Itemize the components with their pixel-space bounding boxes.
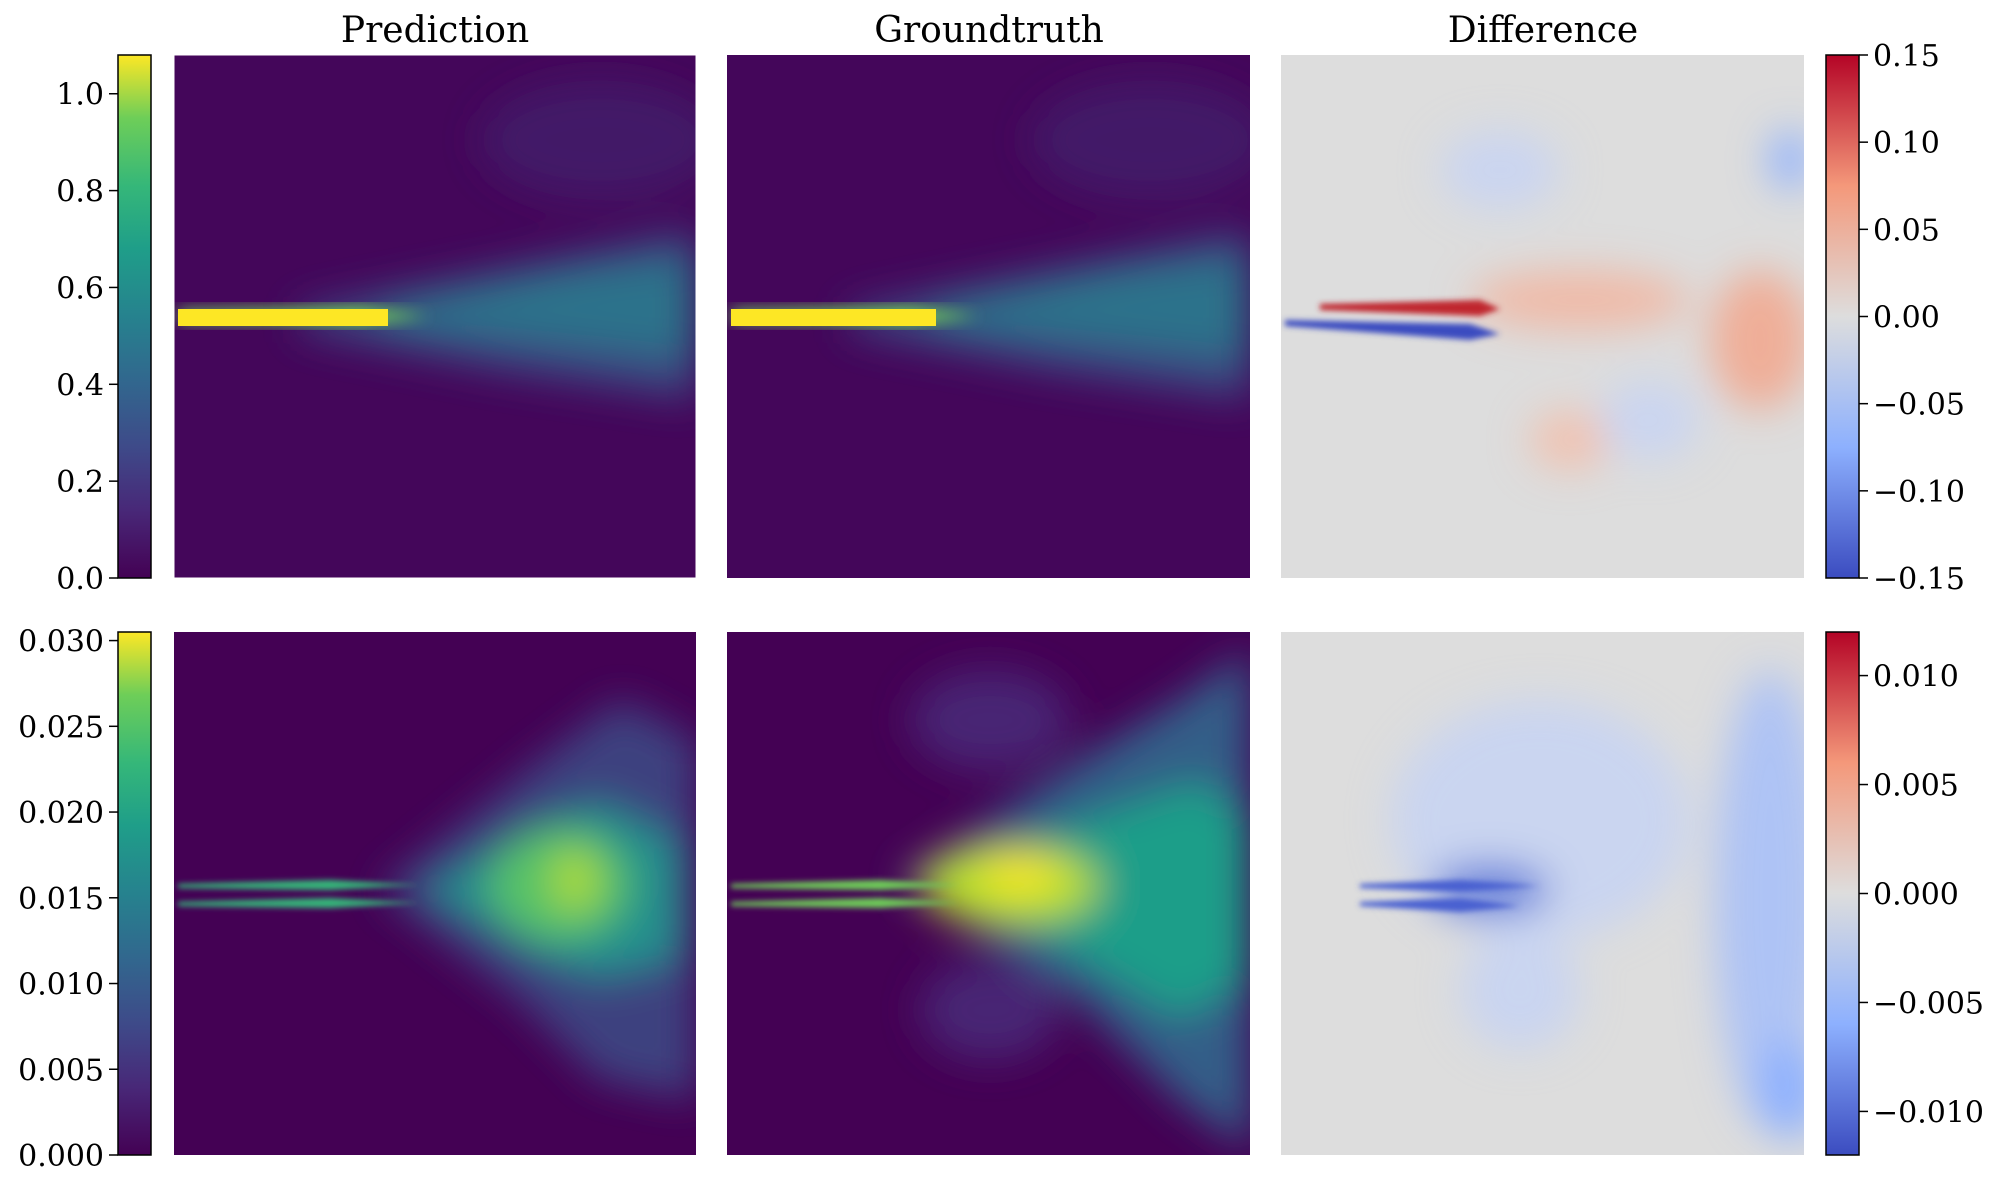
colorbar-row2-diff-tick-label: −0.005 (1873, 986, 1984, 1021)
colorbar-row1-field (117, 54, 152, 579)
heatmap-row1-groundtruth (727, 55, 1250, 578)
colorbar-row1-field-tick-label: 0.0 (56, 562, 104, 597)
colorbar-row2-field (117, 631, 152, 1156)
colorbar-row2-field-tick-label: 0.010 (18, 968, 104, 1003)
colorbar-row1-field-tick-label: 1.0 (56, 78, 104, 113)
colorbar-row1-diff-tick-label: −0.15 (1873, 562, 1965, 597)
colorbar-row2-field-tick-label: 0.005 (18, 1053, 104, 1088)
heatmap-row1-prediction (174, 55, 696, 578)
colorbar-row2-diff-tick-label: 0.010 (1873, 660, 1959, 695)
colorbar-row2-field-tick-label: 0.030 (18, 625, 104, 660)
colorbar-row2-field-tick-label: 0.000 (18, 1139, 104, 1174)
colorbar-row2-field-tick-label: 0.015 (18, 882, 104, 917)
colorbar-row1-diff-tick-label: 0.05 (1873, 213, 1940, 248)
colorbar-row1-diff-tick-label: 0.00 (1873, 301, 1940, 336)
colorbar-row2-diff (1825, 631, 1860, 1156)
heatmap-row2-difference (1281, 632, 1804, 1155)
colorbar-row1-diff-tick-label: −0.05 (1873, 388, 1965, 423)
colorbar-row1-diff-tick-label: −0.10 (1873, 475, 1965, 510)
title-difference: Difference (1448, 10, 1638, 51)
colorbar-row2-field-tick-label: 0.025 (18, 710, 104, 745)
heatmap-row2-prediction (174, 632, 696, 1155)
title-prediction: Prediction (341, 10, 529, 51)
colorbar-row2-diff-tick-label: 0.005 (1873, 769, 1959, 804)
colorbar-row2-field-tick-label: 0.020 (18, 796, 104, 831)
heatmap-row2-groundtruth (727, 632, 1250, 1155)
colorbar-row1-field-tick-label: 0.6 (56, 271, 104, 306)
colorbar-row1-diff (1825, 54, 1860, 579)
colorbar-row1-field-tick-label: 0.8 (56, 175, 104, 210)
colorbar-row1-diff-tick-label: 0.10 (1873, 126, 1940, 161)
colorbar-row1-diff-tick-label: 0.15 (1873, 39, 1940, 74)
title-groundtruth: Groundtruth (874, 10, 1104, 51)
heatmap-row1-difference (1281, 55, 1804, 578)
colorbar-row2-diff-tick-label: −0.010 (1873, 1095, 1984, 1130)
colorbar-ticks: 0.0 0.2 0.4 0.6 0.8 1.0 −0.15 −0.10 −0.05 0.00 0.0… (18, 39, 1984, 1174)
colorbar-row1-field-tick-label: 0.4 (56, 368, 104, 403)
colorbar-row2-diff-tick-label: 0.000 (1873, 878, 1959, 913)
colorbar-row1-field-tick-label: 0.2 (56, 465, 104, 500)
